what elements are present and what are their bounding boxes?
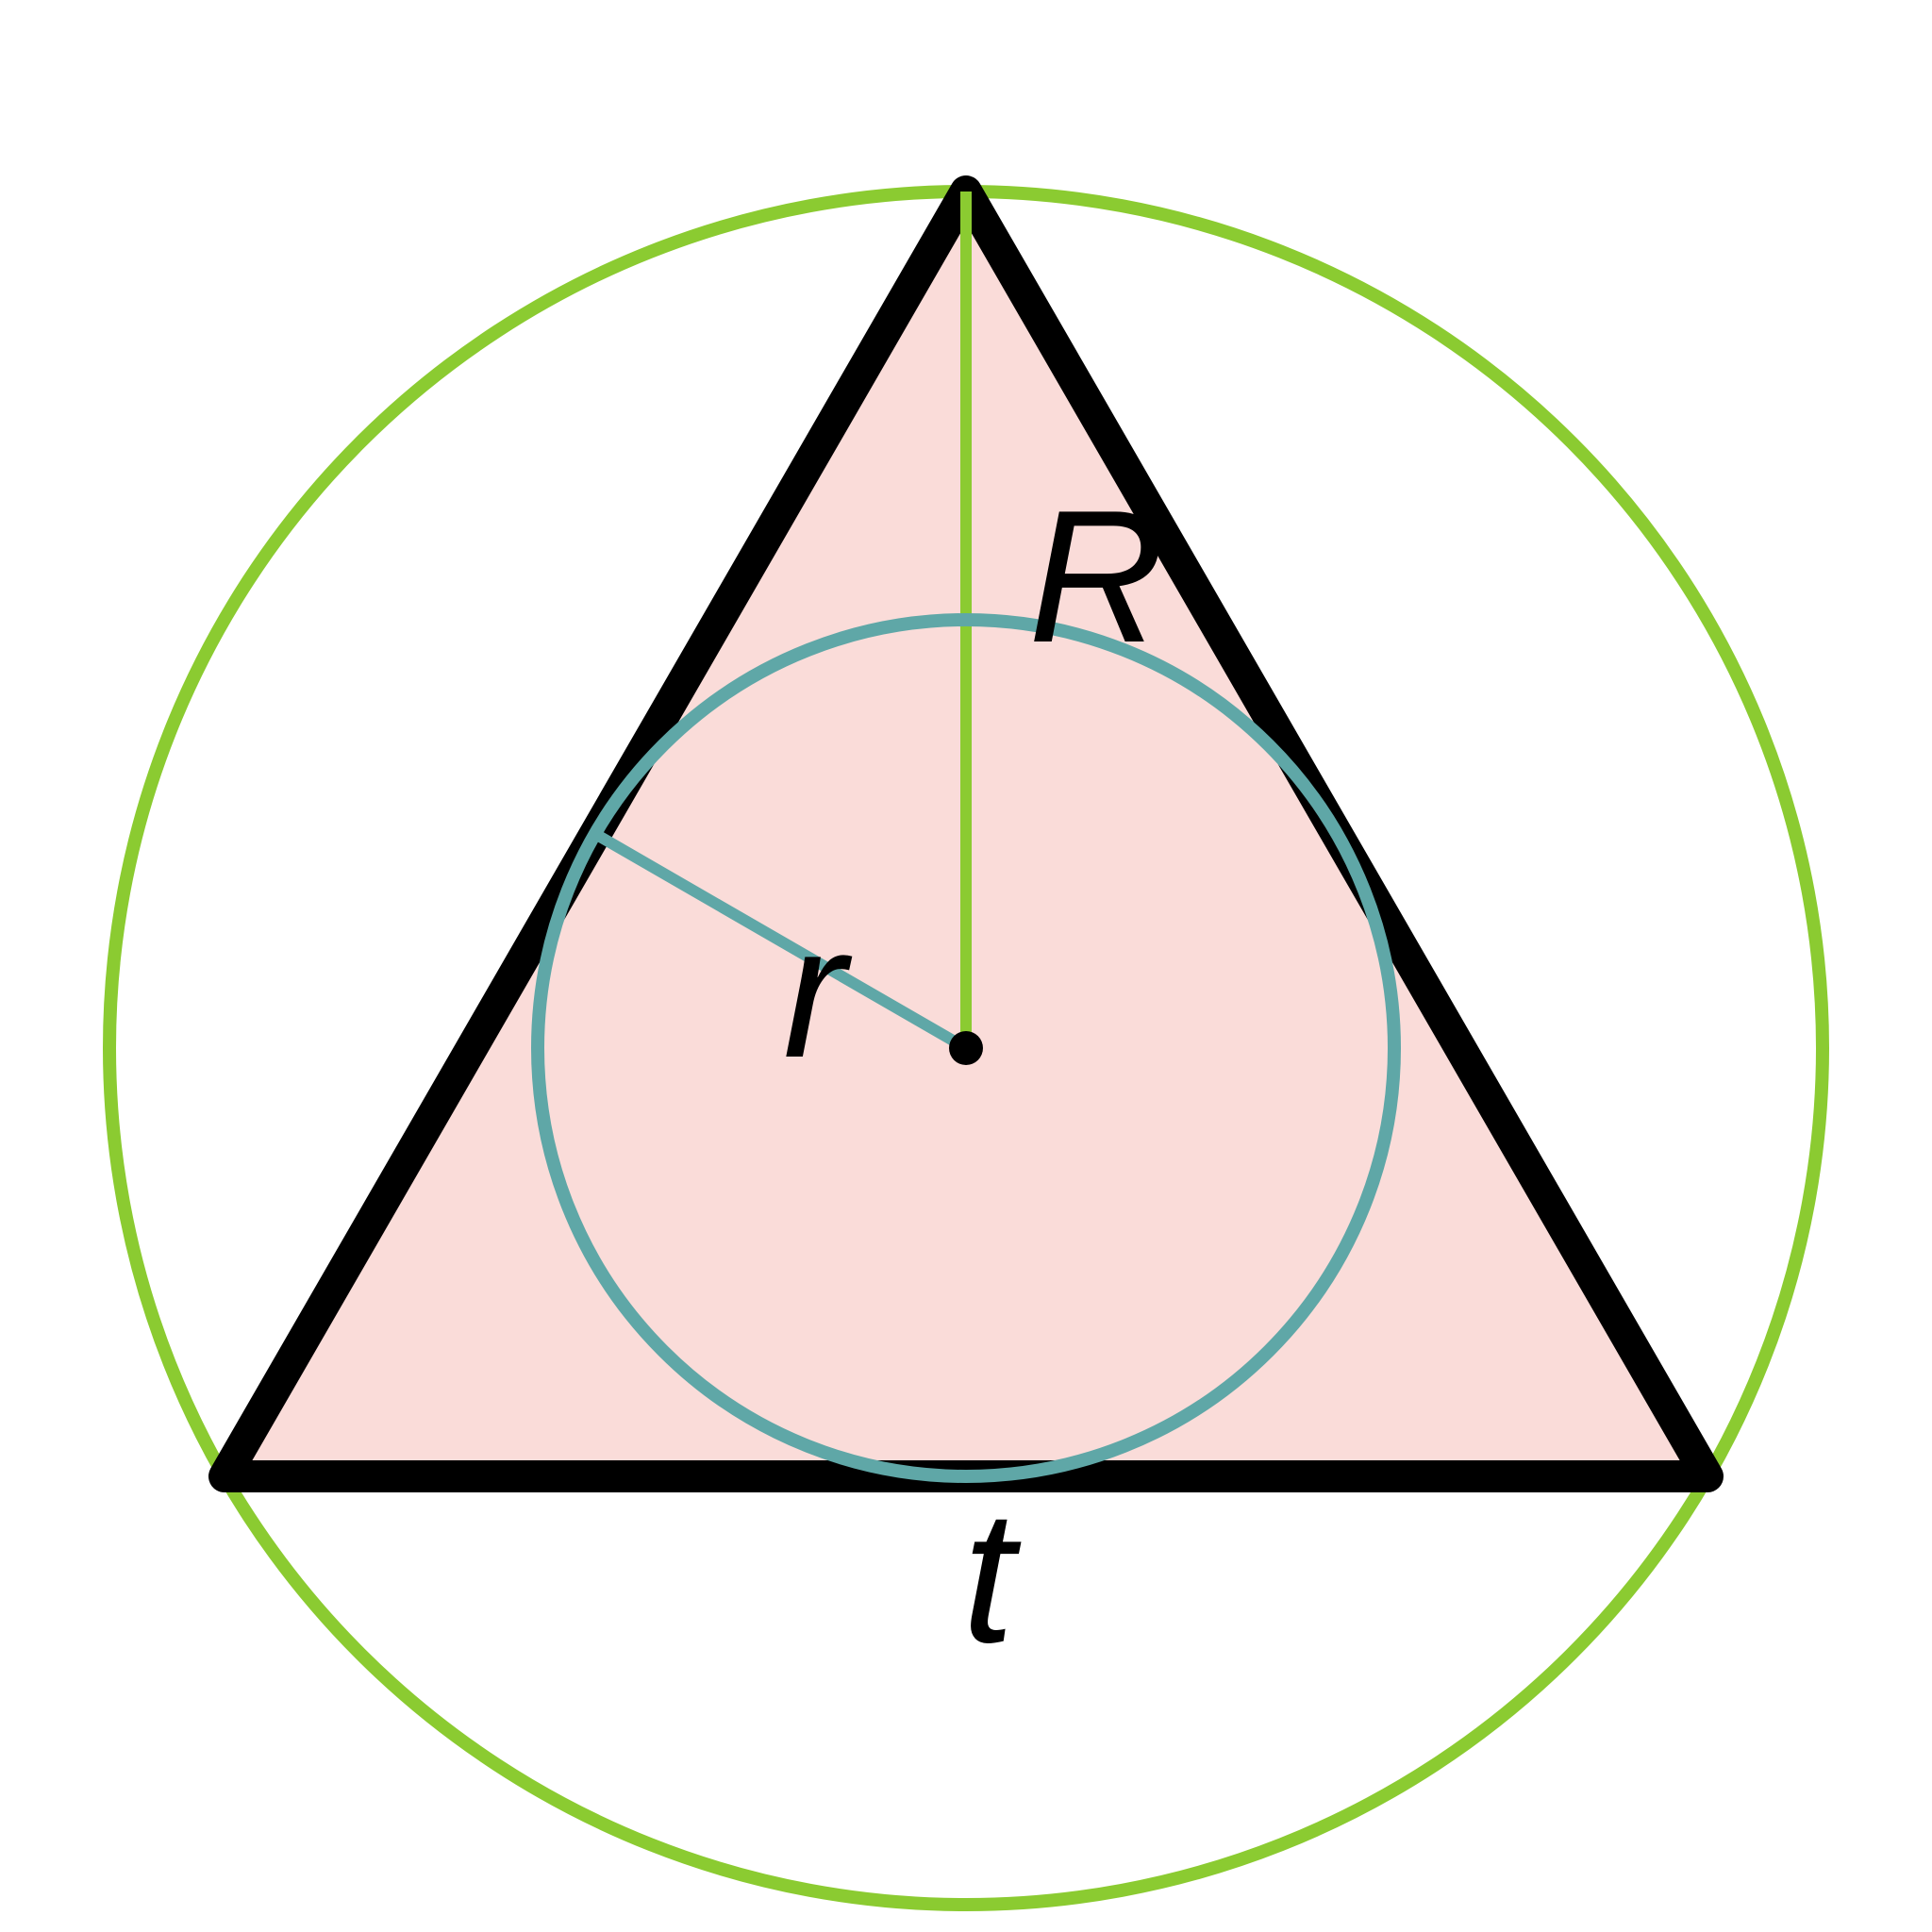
center-dot [949, 1031, 983, 1065]
label-t: t [962, 1472, 1022, 1682]
label-r: r [783, 887, 853, 1097]
equilateral-triangle-circles-diagram: R r t [0, 0, 1932, 1932]
label-R: R [1028, 472, 1164, 682]
